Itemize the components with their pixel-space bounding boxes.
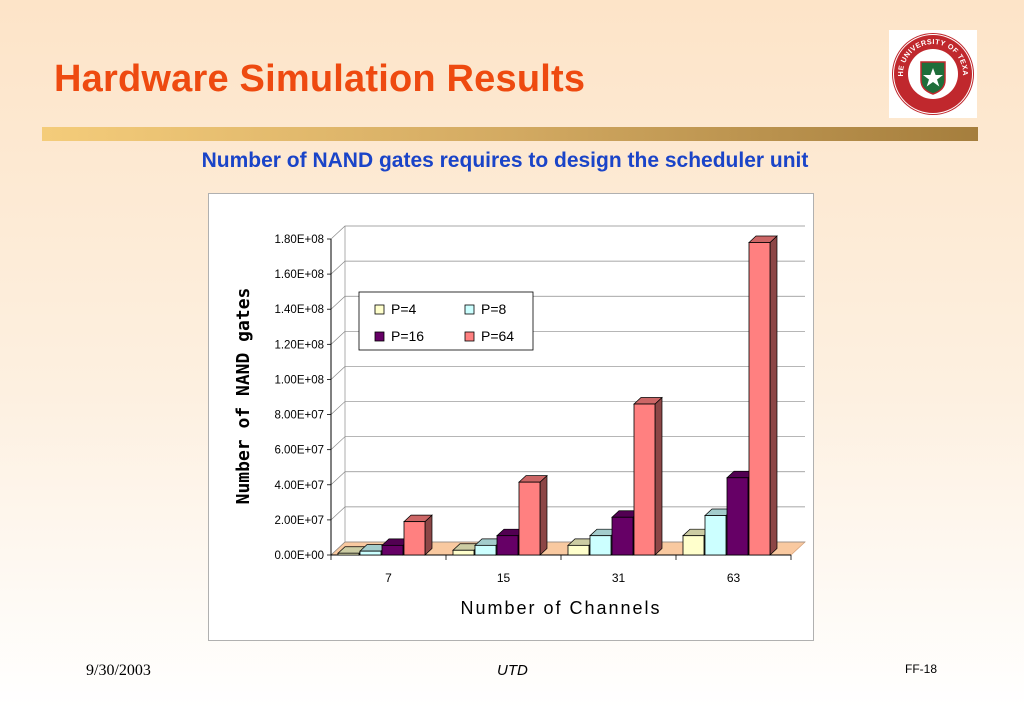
- slide-title: Hardware Simulation Results: [54, 58, 586, 100]
- y-axis-title: Number of NAND gates: [233, 288, 254, 505]
- bar: [452, 549, 475, 556]
- bar: [359, 550, 382, 556]
- bar-side: [654, 396, 663, 556]
- gridline: [330, 330, 805, 345]
- y-tick-label: 1.80E+08: [274, 234, 324, 246]
- gridline: [330, 225, 805, 240]
- chart-frame: 0.00E+00 2.00E+07 4.00E+07 6.00E+07 8.00E+07…: [208, 193, 814, 641]
- gridline: [330, 260, 805, 275]
- legend-label: P=4: [391, 301, 417, 317]
- bar: [633, 403, 656, 556]
- y-tick-label: 1.60E+08: [274, 269, 324, 281]
- x-axis-title: Number of Channels: [460, 598, 661, 618]
- y-tick-label: 6.00E+07: [274, 445, 324, 457]
- legend-swatch: [464, 304, 475, 315]
- legend-label: P=8: [481, 301, 507, 317]
- gridline: [330, 436, 805, 450]
- bar: [567, 544, 590, 556]
- bar: [748, 242, 771, 556]
- y-tick-label: 0.00E+00: [274, 550, 324, 562]
- legend-swatch: [374, 304, 385, 315]
- y-tick-label: 2.00E+07: [274, 515, 324, 527]
- x-tick-label: 7: [385, 571, 392, 585]
- y-tick-label: 4.00E+07: [274, 480, 324, 492]
- x-tick-label: 31: [612, 571, 626, 585]
- legend-swatch: [464, 331, 475, 342]
- bar: [474, 544, 497, 556]
- legend-box: [358, 291, 534, 351]
- chart-title: Number of NAND gates requires to design …: [201, 149, 809, 172]
- x-tick-label: 15: [497, 571, 511, 585]
- legend-swatch: [374, 331, 385, 342]
- bar: [496, 535, 519, 556]
- legend-label: P=64: [481, 328, 514, 344]
- y-tick-label: 8.00E+07: [274, 410, 324, 422]
- footer-center-label: UTD: [497, 662, 528, 679]
- gridline: [330, 295, 805, 310]
- page-number: FF-18: [905, 662, 938, 676]
- y-tick-label: 1.40E+08: [274, 304, 324, 316]
- bar: [589, 535, 612, 556]
- x-tick-label: 63: [727, 571, 741, 585]
- bar-chart: 0.00E+00 2.00E+07 4.00E+07 6.00E+07 8.00E+07…: [233, 225, 807, 618]
- bar: [704, 515, 727, 556]
- university-seal-icon: THE UNIVERSITY OF TEXAS AT DALLAS: [886, 23, 974, 115]
- y-tick-label: 1.00E+08: [274, 374, 324, 386]
- bar: [682, 535, 705, 556]
- bar: [403, 521, 426, 556]
- bar: [381, 544, 404, 556]
- bar: [611, 516, 634, 556]
- bar-side: [539, 474, 548, 556]
- y-tick-label: 1.20E+08: [274, 339, 324, 351]
- title-divider-bar: [42, 127, 978, 141]
- bar: [518, 481, 541, 556]
- bar: [337, 552, 360, 556]
- legend-label: P=16: [391, 328, 424, 344]
- bar: [726, 477, 749, 556]
- gridline: [330, 401, 805, 415]
- university-logo: THE UNIVERSITY OF TEXAS AT DALLAS: [886, 23, 977, 118]
- gridline: [330, 366, 805, 380]
- bar-side: [769, 235, 778, 556]
- footer-date: 9/30/2003: [86, 662, 151, 679]
